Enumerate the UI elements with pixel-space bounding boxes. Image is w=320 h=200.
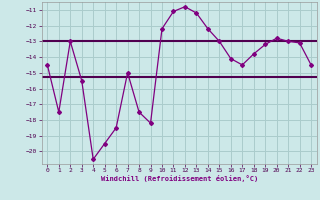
X-axis label: Windchill (Refroidissement éolien,°C): Windchill (Refroidissement éolien,°C) bbox=[100, 175, 258, 182]
